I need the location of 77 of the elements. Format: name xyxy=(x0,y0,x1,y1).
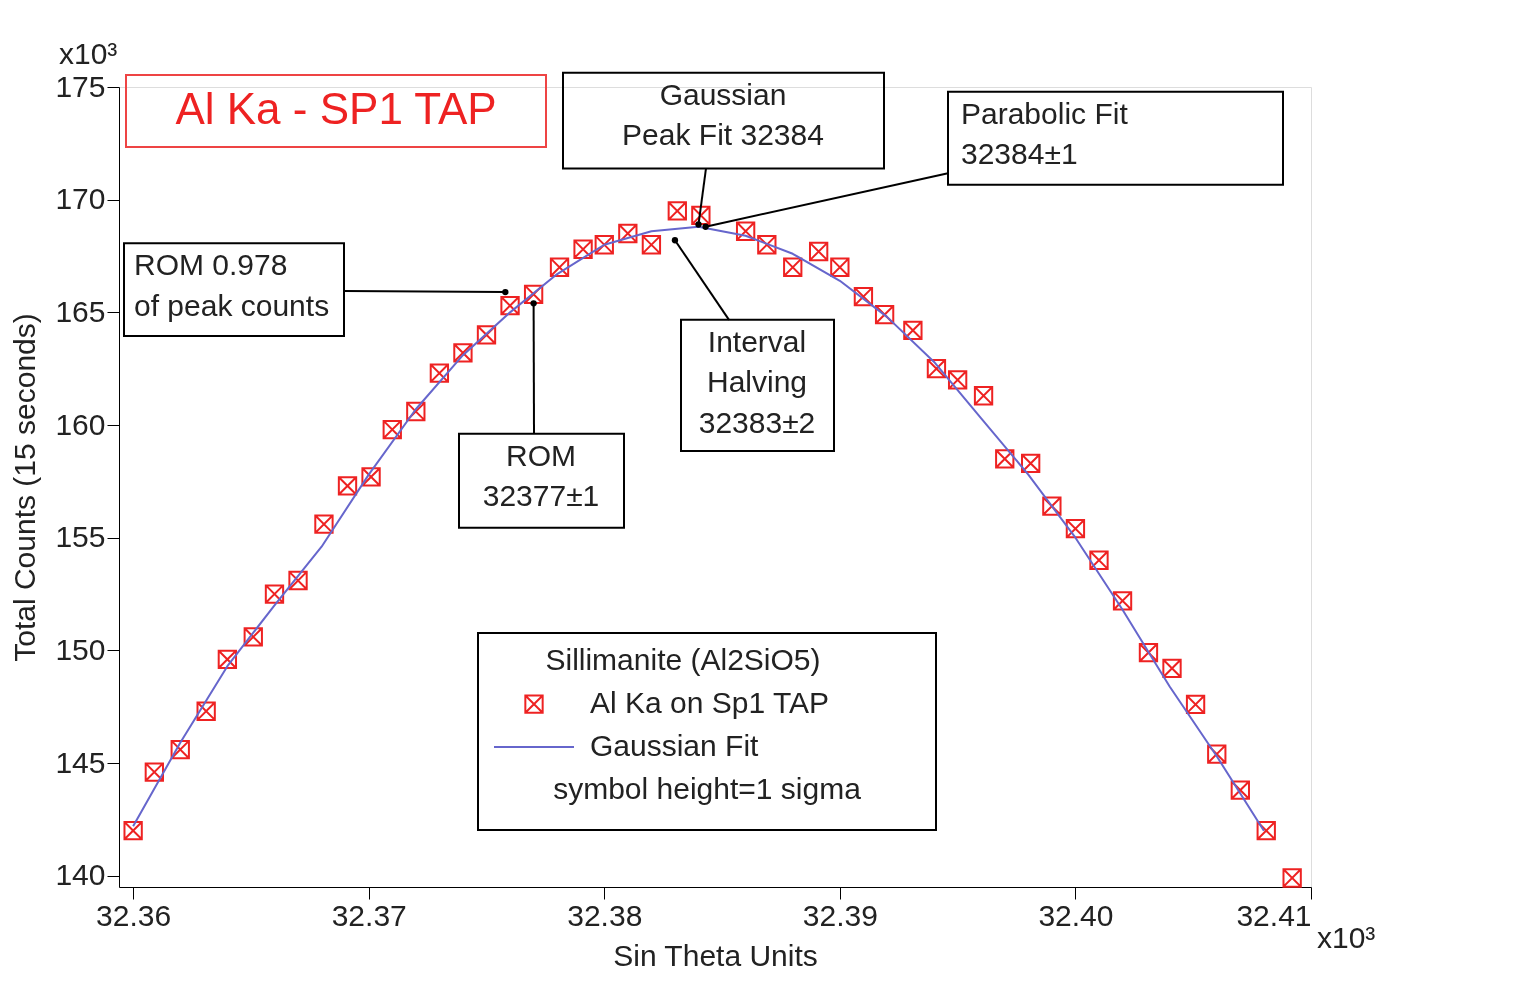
legend-label: Al Ka on Sp1 TAP xyxy=(590,686,830,720)
annotation: ROM 0.978 of peak counts xyxy=(134,248,330,322)
point xyxy=(361,467,381,487)
point xyxy=(947,370,968,390)
x-tick-label: 32.39 xyxy=(802,898,878,932)
y-tick-label: 175 xyxy=(55,69,106,103)
point xyxy=(667,201,687,221)
point xyxy=(170,739,190,760)
point xyxy=(288,570,308,591)
point xyxy=(314,514,334,534)
point xyxy=(926,359,947,379)
point xyxy=(264,584,285,604)
point xyxy=(523,284,544,304)
point xyxy=(406,401,426,422)
point xyxy=(337,476,358,496)
annotation: ROM 32377±1 xyxy=(482,438,600,513)
point xyxy=(1207,744,1227,764)
chart-title: Al Ka - SP1 TAP xyxy=(175,84,497,133)
point xyxy=(1185,694,1206,715)
x-tick-label: 32.41 xyxy=(1236,898,1312,932)
point xyxy=(1162,658,1182,679)
point xyxy=(735,221,756,241)
x-axis-title: Sin Theta Units xyxy=(613,938,818,972)
point xyxy=(594,235,614,255)
point xyxy=(217,649,238,670)
point xyxy=(641,235,662,255)
point xyxy=(1112,591,1133,611)
point xyxy=(1042,496,1062,516)
annotation: Parabolic Fit 32384±1 xyxy=(961,96,1129,171)
point xyxy=(1256,821,1276,841)
text: x10³ xyxy=(1317,921,1376,954)
legend-title: Sillimanite (Al2SiO5) xyxy=(545,643,821,677)
annotation: symbol height=1 sigma xyxy=(553,772,862,806)
y-tick-label: 145 xyxy=(55,745,106,779)
point xyxy=(830,257,850,277)
point xyxy=(382,419,402,440)
y-tick-label: 155 xyxy=(55,520,106,554)
point xyxy=(144,762,164,782)
point xyxy=(618,223,638,244)
x-tick-label: 32.37 xyxy=(331,898,407,932)
point xyxy=(1089,550,1109,570)
y-axis-title: Total Counts (15 seconds) xyxy=(8,313,42,662)
annotation: Gaussian Peak Fit 32384 xyxy=(622,77,824,152)
x-tick-label: 32.36 xyxy=(96,898,172,932)
point xyxy=(243,627,263,647)
point xyxy=(1138,642,1159,663)
point xyxy=(453,343,473,363)
y-tick-label: 140 xyxy=(55,858,106,892)
point xyxy=(853,286,874,307)
y-tick-label: 170 xyxy=(55,182,106,216)
point xyxy=(476,325,497,345)
y-tick-label: 165 xyxy=(55,294,106,328)
point xyxy=(973,386,994,406)
x-tick-label: 32.38 xyxy=(567,898,643,932)
point xyxy=(691,205,711,226)
legend-label: Gaussian Fit xyxy=(590,729,760,763)
y-tick-label: 160 xyxy=(55,407,106,441)
point xyxy=(549,257,570,277)
point xyxy=(1065,519,1086,539)
point xyxy=(874,304,895,325)
point xyxy=(1230,780,1250,800)
point xyxy=(1021,453,1041,473)
point xyxy=(429,363,450,383)
point xyxy=(500,295,520,316)
point xyxy=(573,239,593,259)
point xyxy=(903,320,923,341)
point xyxy=(995,449,1015,469)
y-tick-label: 150 xyxy=(55,632,106,666)
point xyxy=(808,241,829,262)
point xyxy=(196,701,216,721)
text: x10³ xyxy=(59,37,118,70)
point xyxy=(783,257,803,277)
x-tick-label: 32.40 xyxy=(1038,898,1114,932)
point xyxy=(123,821,143,841)
point xyxy=(757,235,777,255)
annotation: Interval Halving 32383±2 xyxy=(698,324,816,439)
point xyxy=(1282,868,1302,888)
